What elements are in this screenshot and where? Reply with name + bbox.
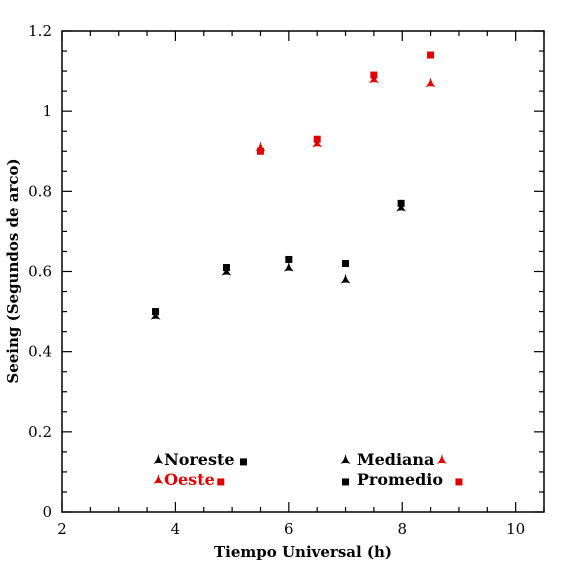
plot-frame xyxy=(61,30,545,513)
x-tick-label: 4 xyxy=(171,520,181,538)
data-point-square xyxy=(370,71,378,79)
data-point-square xyxy=(342,259,350,267)
legend-marker-square xyxy=(239,458,247,466)
x-tick-label: 8 xyxy=(397,520,407,538)
tick-labels: 2 4 6 8 10 0 0.2 0.4 0.6 0.8 1 1.2 xyxy=(28,22,525,538)
y-tick-label: 0.4 xyxy=(28,343,52,361)
y-axis-title: Seeing (Segundos de arco) xyxy=(4,158,22,383)
y-tick-label: 0.2 xyxy=(28,423,52,441)
y-tick-label: 0 xyxy=(42,503,52,521)
data-point-triangle xyxy=(340,273,351,284)
x-tick-label: 6 xyxy=(284,520,294,538)
legend-label: Mediana xyxy=(357,450,435,469)
legend-marker-triangle xyxy=(436,453,447,464)
data-point-square xyxy=(397,199,405,207)
legend-marker-square xyxy=(455,478,463,486)
legend-label: Promedio xyxy=(357,470,444,489)
data-points xyxy=(150,51,436,320)
x-axis-title: Tiempo Universal (h) xyxy=(214,543,392,561)
legend-marker-triangle xyxy=(340,453,351,464)
y-tick-label: 0.8 xyxy=(28,182,52,200)
legend-label: Noreste xyxy=(164,450,234,469)
legend-label: Oeste xyxy=(164,470,215,489)
x-tick-label: 10 xyxy=(506,520,525,538)
data-point-triangle xyxy=(425,77,436,88)
legend-marker-square xyxy=(217,478,225,486)
legend-marker-triangle xyxy=(153,453,164,464)
data-point-square xyxy=(313,135,321,143)
y-tick-label: 1 xyxy=(42,102,52,120)
y-tick-label: 0.6 xyxy=(28,263,52,281)
data-point-square xyxy=(256,147,264,155)
axis-ticks xyxy=(61,30,545,513)
data-point-triangle xyxy=(283,261,294,272)
legend-marker-square xyxy=(342,478,350,486)
data-point-square xyxy=(152,308,160,316)
y-tick-label: 1.2 xyxy=(28,22,52,40)
data-point-square xyxy=(222,263,230,271)
data-point-square xyxy=(285,255,293,263)
legend-marker-triangle xyxy=(153,473,164,484)
data-point-square xyxy=(427,51,435,59)
x-tick-label: 2 xyxy=(57,520,67,538)
